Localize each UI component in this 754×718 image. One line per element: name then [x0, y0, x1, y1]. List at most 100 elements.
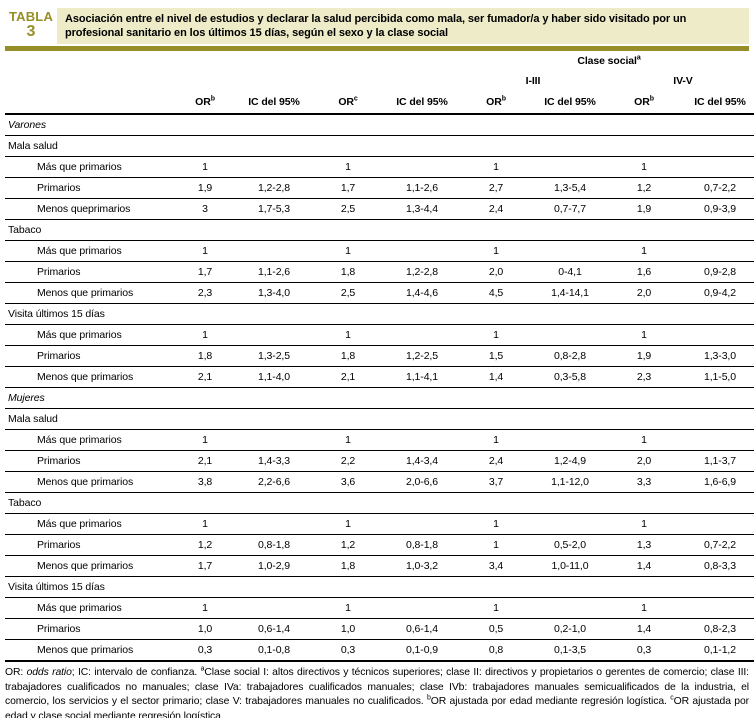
ci-value [681, 240, 754, 262]
or-value: 1,9 [173, 177, 237, 199]
or-value: 1,4 [607, 555, 681, 577]
ci-value: 1,3-5,4 [533, 177, 607, 199]
or-value: 1 [607, 240, 681, 262]
ci-value: 1,4-14,1 [533, 282, 607, 304]
footnote-text: OR: odds ratio; IC: intervalo de confian… [5, 662, 749, 718]
table-row-data: Menos que primarios 1,7 1,0-2,9 1,8 1,0-3,2 3… [5, 555, 754, 577]
ci-value: 1,4-3,4 [385, 450, 459, 472]
or-value: 1 [459, 513, 533, 535]
or-value: 1,0 [173, 618, 237, 640]
table-row-data: Primarios 1,9 1,2-2,8 1,7 1,1-2,6 2,7 1,3-5,4 1… [5, 177, 754, 199]
or-value: 1 [311, 324, 385, 346]
or-value: 1 [311, 156, 385, 178]
or-value: 1 [607, 513, 681, 535]
or-value: 1,4 [459, 366, 533, 388]
ci-value: 2,2-6,6 [237, 471, 311, 493]
or-value: 1 [607, 324, 681, 346]
footnote-segment: odds ratio [26, 667, 72, 678]
table-badge-number: 3 [26, 22, 36, 40]
table-title: Asociación entre el nivel de estudios y … [57, 8, 749, 44]
subgroup-header-spacer [5, 71, 459, 91]
table-head: Clase sociala I-III IV-V ORb IC del 95% … [5, 51, 754, 115]
row-label: Más que primarios [5, 429, 173, 451]
row-label: Más que primarios [5, 156, 173, 178]
table-row-data: Menos queprimarios 3 1,7-5,3 2,5 1,3-4,4 2,4 0… [5, 198, 754, 220]
ci-value: 0,9-3,9 [681, 198, 754, 220]
group-header-superscript: a [636, 54, 641, 62]
col-header-ci-2: IC del 95% [385, 91, 459, 115]
ci-value: 0,1-1,2 [681, 639, 754, 662]
or-value: 1 [459, 240, 533, 262]
or-value: 1,8 [311, 345, 385, 367]
footnote-segment: ; IC: intervalo de confianza. [71, 667, 201, 678]
or-value: 1,2 [173, 534, 237, 556]
ci-value [237, 240, 311, 262]
ci-value: 1,2-2,8 [237, 177, 311, 199]
or-value: 0,3 [311, 639, 385, 662]
or-value: 1 [311, 240, 385, 262]
ci-value: 1,6-6,9 [681, 471, 754, 493]
ci-value: 1,1-12,0 [533, 471, 607, 493]
section-label: Visita últimos 15 días [5, 576, 754, 598]
col-header-or-4: ORb [607, 91, 681, 115]
ci-value: 1,1-2,6 [237, 261, 311, 283]
table-row-data: Más que primarios 1 1 1 1 [5, 597, 754, 619]
row-label: Menos que primarios [5, 471, 173, 493]
row-label: Primarios [5, 618, 173, 640]
or-value: 2,0 [459, 261, 533, 283]
ci-value: 1,2-2,8 [385, 261, 459, 283]
or-value: 1,8 [311, 555, 385, 577]
or-value: 1 [173, 324, 237, 346]
or-value: 2,3 [607, 366, 681, 388]
or-value: 0,8 [459, 639, 533, 662]
ci-value [533, 513, 607, 535]
section-label: Tabaco [5, 492, 754, 514]
table-row-data: Más que primarios 1 1 1 1 [5, 513, 754, 535]
or-value: 1 [607, 597, 681, 619]
or-value: 2,1 [173, 366, 237, 388]
row-label-header [5, 91, 173, 115]
table-row-data: Más que primarios 1 1 1 1 [5, 156, 754, 178]
ci-value [237, 156, 311, 178]
or-value: 1 [459, 156, 533, 178]
footnote-segment: c [670, 694, 674, 702]
table-row-data: Más que primarios 1 1 1 1 [5, 429, 754, 451]
or-value: 1 [459, 534, 533, 556]
section-label: Mala salud [5, 408, 754, 430]
ci-value: 2,0-6,6 [385, 471, 459, 493]
row-label: Primarios [5, 177, 173, 199]
or-value: 0,5 [459, 618, 533, 640]
ci-value: 1,4-4,6 [385, 282, 459, 304]
group-header-clase-social: Clase sociala [577, 54, 641, 68]
data-table: Clase sociala I-III IV-V ORb IC del 95% … [5, 51, 754, 662]
subgroup-header-iv-v: IV-V [673, 75, 693, 87]
or-value: 2,4 [459, 450, 533, 472]
row-label: Primarios [5, 450, 173, 472]
or-value: 1,0 [311, 618, 385, 640]
ci-value: 1,1-4,0 [237, 366, 311, 388]
col-header-ci-3: IC del 95% [533, 91, 607, 115]
ci-value: 0,6-1,4 [237, 618, 311, 640]
or-value: 1 [459, 429, 533, 451]
table-badge: TABLA 3 [5, 8, 57, 44]
or-value: 3,4 [459, 555, 533, 577]
or-value: 1 [607, 429, 681, 451]
row-label: Más que primarios [5, 324, 173, 346]
subgroup-header-row: I-III IV-V [5, 71, 754, 91]
or-value: 1 [173, 240, 237, 262]
ci-value [681, 513, 754, 535]
or-value: 2,0 [607, 450, 681, 472]
row-label: Primarios [5, 261, 173, 283]
subgroup-header-i-iii: I-III [525, 75, 541, 87]
ci-value: 0,5-2,0 [533, 534, 607, 556]
col-header-ci-4: IC del 95% [681, 91, 754, 115]
ci-value: 1,4-3,3 [237, 450, 311, 472]
footnote-segment: a [200, 665, 205, 673]
col-header-or-1: ORb [173, 91, 237, 115]
or-value: 1,9 [607, 198, 681, 220]
header-rule [5, 46, 749, 51]
col-header-ci-1: IC del 95% [237, 91, 311, 115]
or-value: 2,1 [311, 366, 385, 388]
or-value: 1,7 [173, 555, 237, 577]
